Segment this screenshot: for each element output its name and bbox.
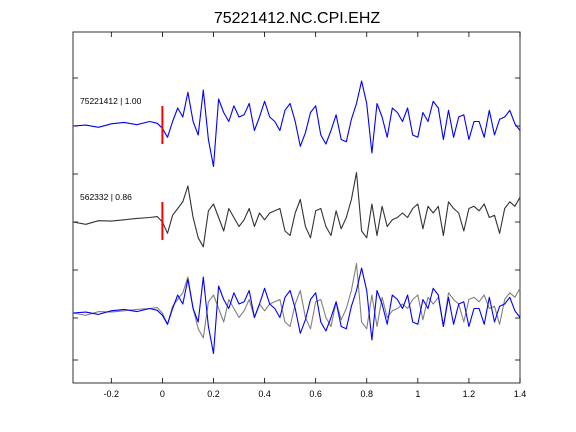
trace-panel-1: 75221412 | 1.00 [72, 80, 521, 168]
x-tick-label: 1.2 [463, 389, 476, 399]
trace-panels: 75221412 | 1.00 562332 | 0.86 [72, 80, 521, 355]
x-tick-label: -0.2 [104, 389, 120, 399]
trace-line-3-2 [72, 267, 521, 355]
trace-panel-2: 562332 | 0.86 [72, 171, 521, 248]
x-tick-label: 0.4 [258, 389, 271, 399]
plot-frame [72, 31, 521, 384]
x-tick-label: 1 [415, 389, 420, 399]
x-tick-label: 0.2 [207, 389, 220, 399]
trace-label: 75221412 | 1.00 [80, 96, 142, 106]
trace-label: 562332 | 0.86 [80, 192, 132, 202]
x-tick-label: 0.6 [309, 389, 322, 399]
trace-line-1-1 [72, 80, 521, 168]
x-axis: -0.2 0 0.2 0.4 0.6 0.8 1 1.2 1.4 [104, 32, 527, 399]
x-tick-label: 0.8 [360, 389, 373, 399]
chart-title: 75221412.NC.CPI.EHZ [214, 10, 381, 27]
x-tick-label: 0 [160, 389, 165, 399]
trace-line-2-1 [72, 171, 521, 248]
trace-panel-3 [72, 262, 521, 355]
x-tick-label: 1.4 [514, 389, 527, 399]
trace-line-3-1 [72, 262, 521, 339]
